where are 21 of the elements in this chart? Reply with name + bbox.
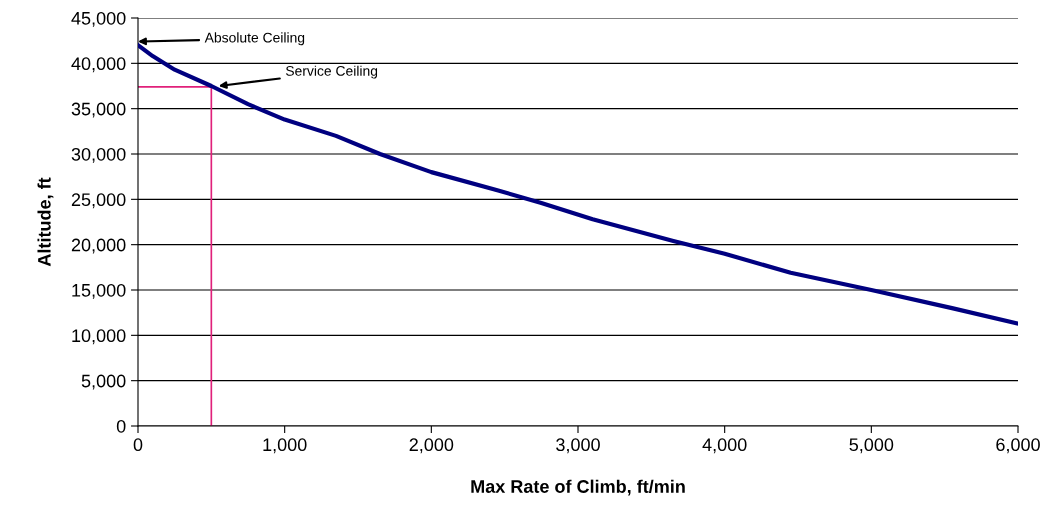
x-axis-title: Max Rate of Climb, ft/min [471, 479, 685, 496]
annotation: Absolute Ceiling [204, 32, 305, 46]
y-tick-label: 10,000 [72, 329, 126, 345]
x-tick-label: 5,000 [849, 438, 894, 454]
y-tick-label: 5,000 [81, 374, 126, 390]
x-tick-label: 0 [133, 438, 143, 452]
x-tick-label: 3,000 [556, 438, 600, 454]
y-tick-label: 25,000 [71, 193, 126, 209]
x-tick-label: 4,000 [702, 438, 747, 454]
x-tick-label: 2,000 [409, 438, 454, 454]
x-tick-label: 6,000 [996, 438, 1040, 454]
y-tick-label: 30,000 [71, 147, 126, 163]
y-tick-label: 20,000 [71, 238, 126, 254]
annotation: Service Ceiling [285, 65, 378, 79]
y-tick-label: 40,000 [71, 57, 126, 73]
y-tick-label: 35,000 [71, 102, 126, 118]
y-tick-label: 0 [116, 419, 126, 433]
y-tick-label: 45,000 [71, 11, 126, 27]
y-axis-title: Altitude, ft [37, 177, 54, 267]
x-tick-label: 1,000 [263, 438, 307, 454]
y-tick-label: 15,000 [72, 283, 126, 299]
